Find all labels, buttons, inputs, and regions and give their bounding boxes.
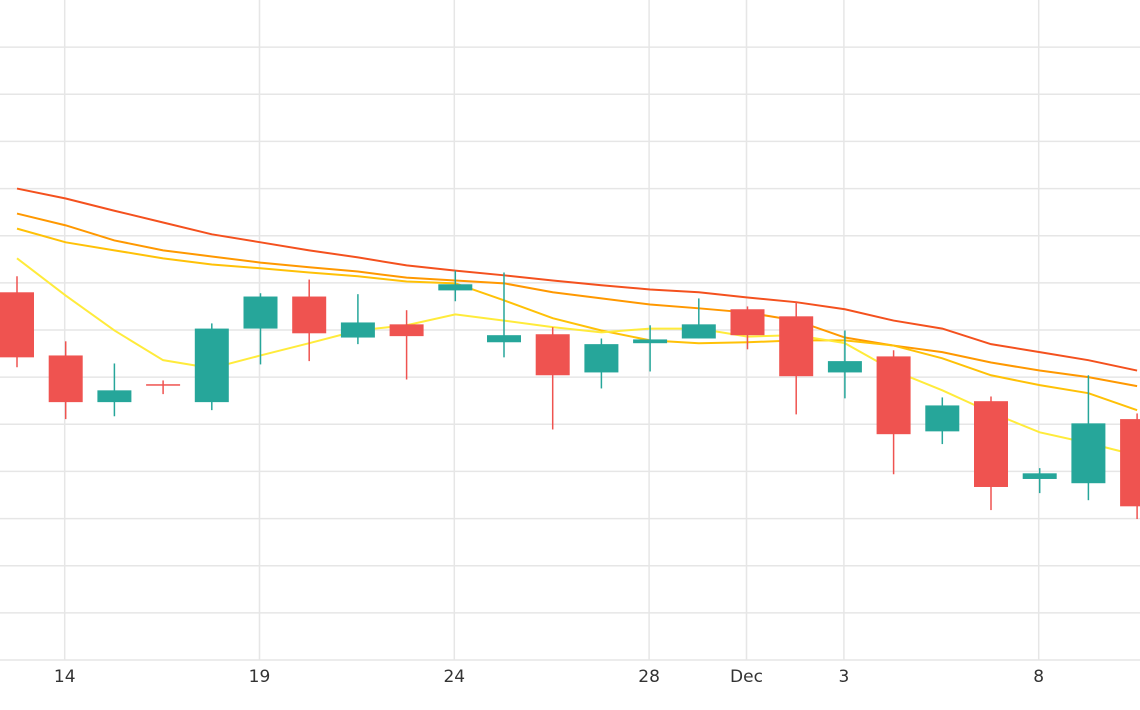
candle-body (1022, 473, 1057, 479)
x-tick-label: 14 (54, 667, 76, 687)
candle (48, 341, 83, 420)
candle-body (292, 296, 327, 334)
candle (243, 293, 278, 365)
candle-body (535, 334, 570, 376)
candle (438, 270, 473, 302)
candle (389, 310, 424, 380)
candle (633, 325, 668, 372)
candle-body (243, 296, 278, 329)
candle (1022, 468, 1057, 494)
candle (779, 302, 814, 415)
candle (974, 396, 1008, 511)
candle-body (389, 324, 424, 337)
candle-body (0, 292, 34, 358)
candle-body (584, 344, 619, 373)
candle (1120, 413, 1140, 520)
candle-body (1071, 423, 1106, 484)
candle-body (633, 339, 668, 344)
candle-body (438, 284, 473, 291)
candle-body (194, 328, 229, 403)
candle (827, 330, 862, 399)
moving-average-line (16, 227, 1138, 412)
candle-body (974, 401, 1008, 487)
candle-body (730, 309, 765, 336)
x-tick-label: 8 (1033, 667, 1044, 687)
candle-body (97, 390, 132, 403)
candle-body (827, 361, 862, 373)
candle-body (146, 384, 181, 386)
moving-average-line (16, 212, 1138, 388)
candle (681, 298, 716, 339)
candle (146, 380, 181, 395)
candle-body (48, 355, 83, 403)
x-tick-label: Dec (730, 667, 763, 687)
candle (340, 294, 375, 345)
candle-body (487, 335, 521, 343)
candle (487, 272, 521, 358)
candle (584, 338, 619, 389)
x-tick-label: 3 (838, 667, 849, 687)
candle-body (1120, 419, 1140, 507)
candle-body (925, 405, 960, 432)
candle (535, 327, 570, 430)
candle (97, 363, 132, 417)
candle-body (340, 322, 375, 338)
candle-body (876, 356, 911, 435)
candle (730, 306, 765, 350)
candle (925, 397, 960, 445)
moving-average-line (16, 187, 1138, 372)
candle (292, 279, 327, 362)
candle-body (779, 316, 814, 377)
x-tick-label: 28 (638, 667, 660, 687)
x-tick-label: 24 (443, 667, 465, 687)
candle (194, 323, 229, 411)
candle (1071, 375, 1106, 501)
candle-body (681, 324, 716, 339)
candle (0, 276, 34, 368)
x-tick-label: 19 (249, 667, 271, 687)
candle (876, 350, 911, 475)
